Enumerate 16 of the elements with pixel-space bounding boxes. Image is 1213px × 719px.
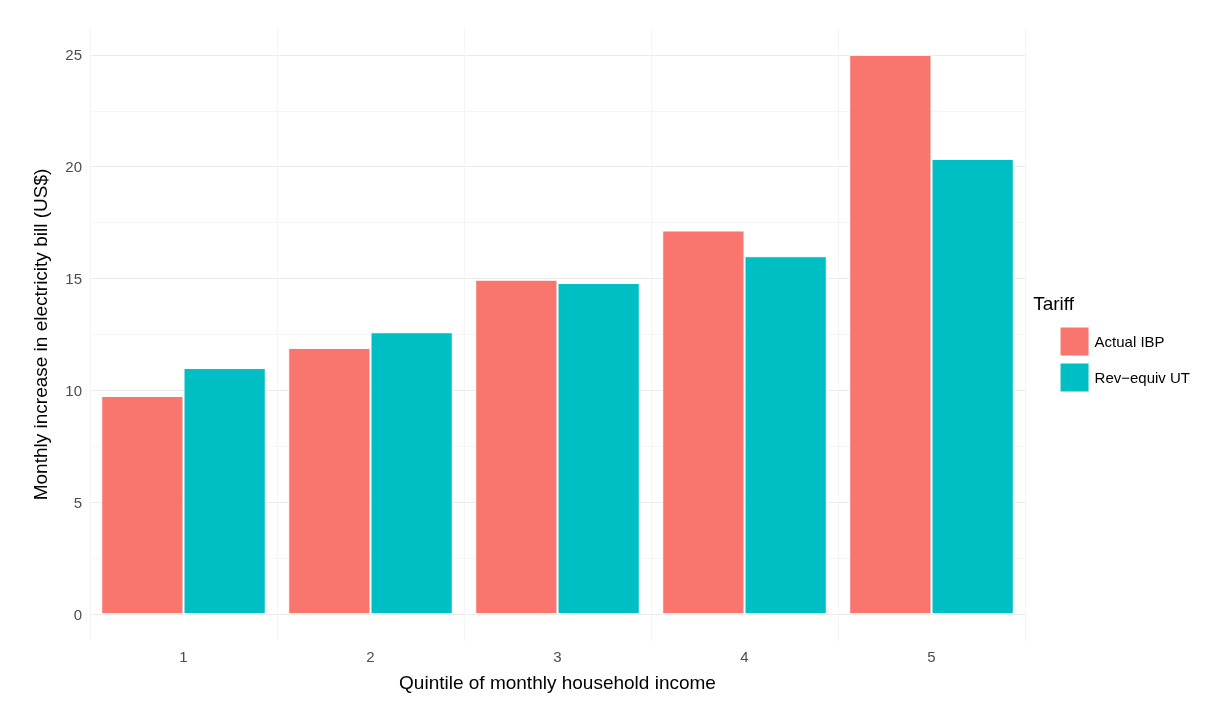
- x-tick-label: 3: [553, 648, 562, 665]
- legend-label: Actual IBP: [1094, 333, 1165, 350]
- y-tick-label: 5: [73, 493, 82, 511]
- y-tick-label: 25: [65, 46, 82, 64]
- x-tick-label: 4: [740, 648, 749, 665]
- x-tick-label: 5: [927, 648, 936, 665]
- y-axis-title: Monthly increase in electricity bill (US$): [30, 168, 51, 501]
- legend-label: Rev−equiv UT: [1094, 369, 1191, 386]
- y-tick-label: 10: [65, 381, 82, 399]
- x-tick-label: 2: [366, 648, 375, 665]
- y-tick-label: 15: [65, 270, 82, 288]
- y-tick-label: 20: [65, 158, 82, 176]
- x-tick-label: 1: [179, 648, 188, 665]
- y-tick-label: 0: [73, 605, 82, 623]
- legend-title: Tariff: [1033, 293, 1075, 314]
- x-axis-title: Quintile of monthly household income: [399, 672, 716, 693]
